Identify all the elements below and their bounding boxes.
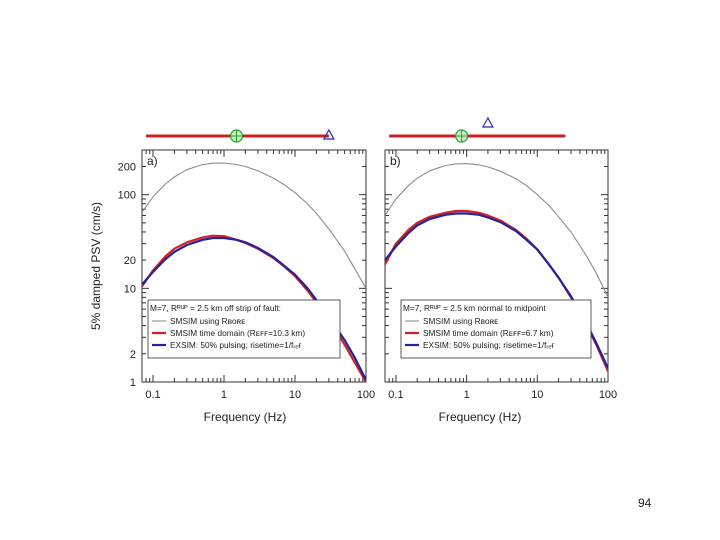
y-tick-label: 100: [118, 190, 136, 202]
panel-b: 0.1 1 10 100 b) M=7, Rᴿᵁᴾ = 2.5 km normal to …: [384, 116, 617, 401]
y-tick-label: 1: [130, 377, 136, 389]
y-axis-label: 5% damped PSV (cm/s): [89, 202, 103, 330]
legend-title: M=7, Rᴿᵁᴾ = 2.5 km normal to midpoint: [403, 303, 546, 313]
y-tick-label: 10: [124, 283, 136, 295]
x-tick-label: 100: [357, 389, 375, 401]
x-tick-label: 10: [531, 389, 543, 401]
x-tick-label: 0.1: [145, 389, 160, 401]
y-tick-label: 20: [124, 255, 136, 267]
station-triangle: [481, 116, 494, 128]
plot-frame: [384, 149, 609, 383]
x-tick-label: 0.1: [388, 389, 403, 401]
x-tick-label: 1: [464, 389, 470, 401]
y-tick-label: 200: [118, 161, 136, 173]
series-line-1: [142, 162, 366, 289]
station-triangle: [322, 128, 335, 140]
legend-label: EXSIM: 50% pulsing; risetime=1/fᵣₑғ: [423, 340, 554, 350]
x-tick-label: 1: [221, 389, 227, 401]
legend-label: SMSIM using Rʙᴏʀᴇ: [423, 316, 498, 326]
legend-label: SMSIM time domain (Rᴇꜰꜰ=10.3 km): [170, 328, 305, 338]
legend-label: SMSIM time domain (Rᴇꜰꜰ=6.7 km): [423, 328, 554, 338]
x-axis-label-b: Frequency (Hz): [439, 410, 522, 424]
panel-label: b): [390, 154, 401, 168]
x-tick-label: 10: [289, 389, 301, 401]
page-number: 94: [638, 496, 652, 510]
legend-title: M=7, Rᴿᵁᴾ = 2.5 km off strip of fault:: [150, 303, 281, 313]
y-tick-label: 2: [130, 349, 136, 361]
legend-label: SMSIM using Rʙᴏʀᴇ: [170, 316, 245, 326]
legend-box: [400, 299, 592, 359]
x-tick-label: 100: [599, 389, 617, 401]
panel-label: a): [147, 154, 158, 168]
panel-a: 0.1 1 10 100 1 2 10 20 100 200 a) M=7, Rᴿᵁᴾ = 2.5 k…: [118, 128, 375, 401]
legend-label: EXSIM: 50% pulsing; risetime=1/fᵣₑғ: [170, 340, 301, 350]
series-line-1: [385, 163, 608, 298]
x-axis-label-a: Frequency (Hz): [204, 410, 287, 424]
legend-box: [147, 299, 341, 359]
plot-frame: [141, 149, 367, 383]
